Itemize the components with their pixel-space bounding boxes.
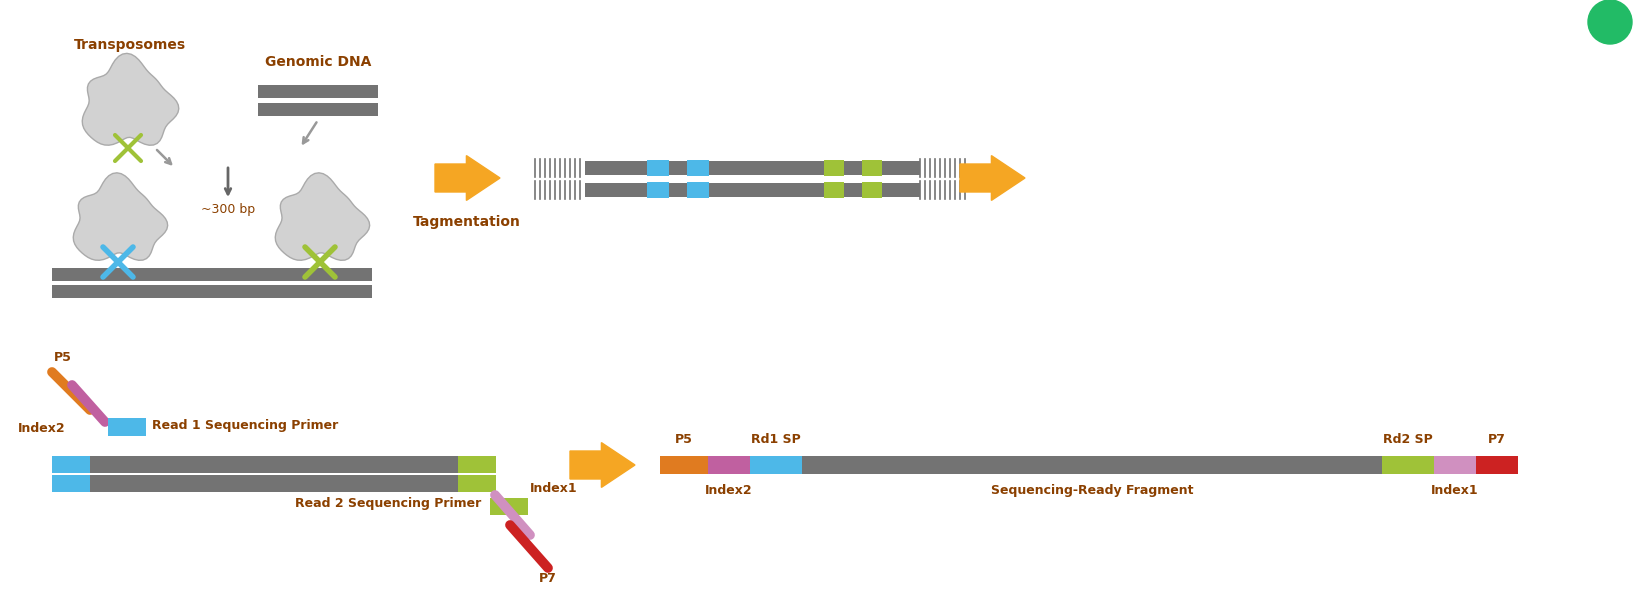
Text: Index1: Index1 bbox=[529, 482, 578, 494]
Text: ~300 bp: ~300 bp bbox=[201, 204, 255, 217]
FancyBboxPatch shape bbox=[824, 182, 845, 198]
FancyBboxPatch shape bbox=[845, 161, 863, 175]
FancyBboxPatch shape bbox=[90, 456, 458, 473]
FancyBboxPatch shape bbox=[686, 160, 709, 176]
FancyBboxPatch shape bbox=[52, 268, 373, 281]
FancyBboxPatch shape bbox=[1476, 456, 1518, 474]
FancyBboxPatch shape bbox=[1435, 456, 1476, 474]
FancyBboxPatch shape bbox=[108, 418, 145, 436]
Text: Rd1 SP: Rd1 SP bbox=[752, 433, 801, 446]
FancyBboxPatch shape bbox=[660, 456, 708, 474]
Text: P5: P5 bbox=[675, 433, 693, 446]
FancyBboxPatch shape bbox=[686, 182, 709, 198]
FancyBboxPatch shape bbox=[258, 85, 377, 98]
FancyBboxPatch shape bbox=[708, 456, 750, 474]
FancyBboxPatch shape bbox=[90, 475, 458, 492]
FancyBboxPatch shape bbox=[458, 456, 497, 473]
FancyArrow shape bbox=[570, 442, 636, 487]
Text: Tagmentation: Tagmentation bbox=[413, 215, 521, 229]
FancyArrow shape bbox=[435, 155, 500, 200]
FancyArrow shape bbox=[961, 155, 1025, 200]
FancyBboxPatch shape bbox=[647, 160, 668, 176]
FancyBboxPatch shape bbox=[52, 475, 90, 492]
FancyBboxPatch shape bbox=[709, 161, 824, 175]
Polygon shape bbox=[74, 173, 168, 260]
FancyBboxPatch shape bbox=[52, 456, 90, 473]
FancyBboxPatch shape bbox=[709, 183, 824, 197]
Text: Read 1 Sequencing Primer: Read 1 Sequencing Primer bbox=[152, 419, 338, 431]
Text: P5: P5 bbox=[54, 351, 72, 364]
FancyBboxPatch shape bbox=[258, 103, 377, 116]
FancyBboxPatch shape bbox=[863, 182, 882, 198]
Text: Index2: Index2 bbox=[18, 422, 65, 435]
FancyBboxPatch shape bbox=[824, 160, 845, 176]
FancyBboxPatch shape bbox=[802, 456, 1382, 474]
Text: Index1: Index1 bbox=[1431, 484, 1479, 497]
Polygon shape bbox=[275, 173, 369, 260]
FancyBboxPatch shape bbox=[845, 183, 863, 197]
Text: Index2: Index2 bbox=[706, 484, 753, 497]
FancyBboxPatch shape bbox=[668, 161, 686, 175]
Circle shape bbox=[1588, 0, 1632, 44]
Text: Genomic DNA: Genomic DNA bbox=[265, 55, 371, 69]
FancyBboxPatch shape bbox=[882, 183, 920, 197]
Text: Sequencing-Ready Fragment: Sequencing-Ready Fragment bbox=[990, 484, 1193, 497]
Text: Read 2 Sequencing Primer: Read 2 Sequencing Primer bbox=[296, 496, 482, 510]
Text: P7: P7 bbox=[1489, 433, 1507, 446]
FancyBboxPatch shape bbox=[882, 161, 920, 175]
FancyBboxPatch shape bbox=[750, 456, 802, 474]
Text: Rd2 SP: Rd2 SP bbox=[1382, 433, 1433, 446]
FancyBboxPatch shape bbox=[647, 182, 668, 198]
FancyBboxPatch shape bbox=[490, 498, 528, 515]
FancyBboxPatch shape bbox=[1382, 456, 1435, 474]
FancyBboxPatch shape bbox=[52, 285, 373, 298]
Polygon shape bbox=[82, 53, 178, 145]
FancyBboxPatch shape bbox=[585, 183, 647, 197]
Text: Transposomes: Transposomes bbox=[74, 38, 186, 52]
FancyBboxPatch shape bbox=[458, 475, 497, 492]
FancyBboxPatch shape bbox=[863, 160, 882, 176]
Text: P7: P7 bbox=[539, 572, 557, 585]
FancyBboxPatch shape bbox=[585, 161, 647, 175]
FancyBboxPatch shape bbox=[668, 183, 686, 197]
